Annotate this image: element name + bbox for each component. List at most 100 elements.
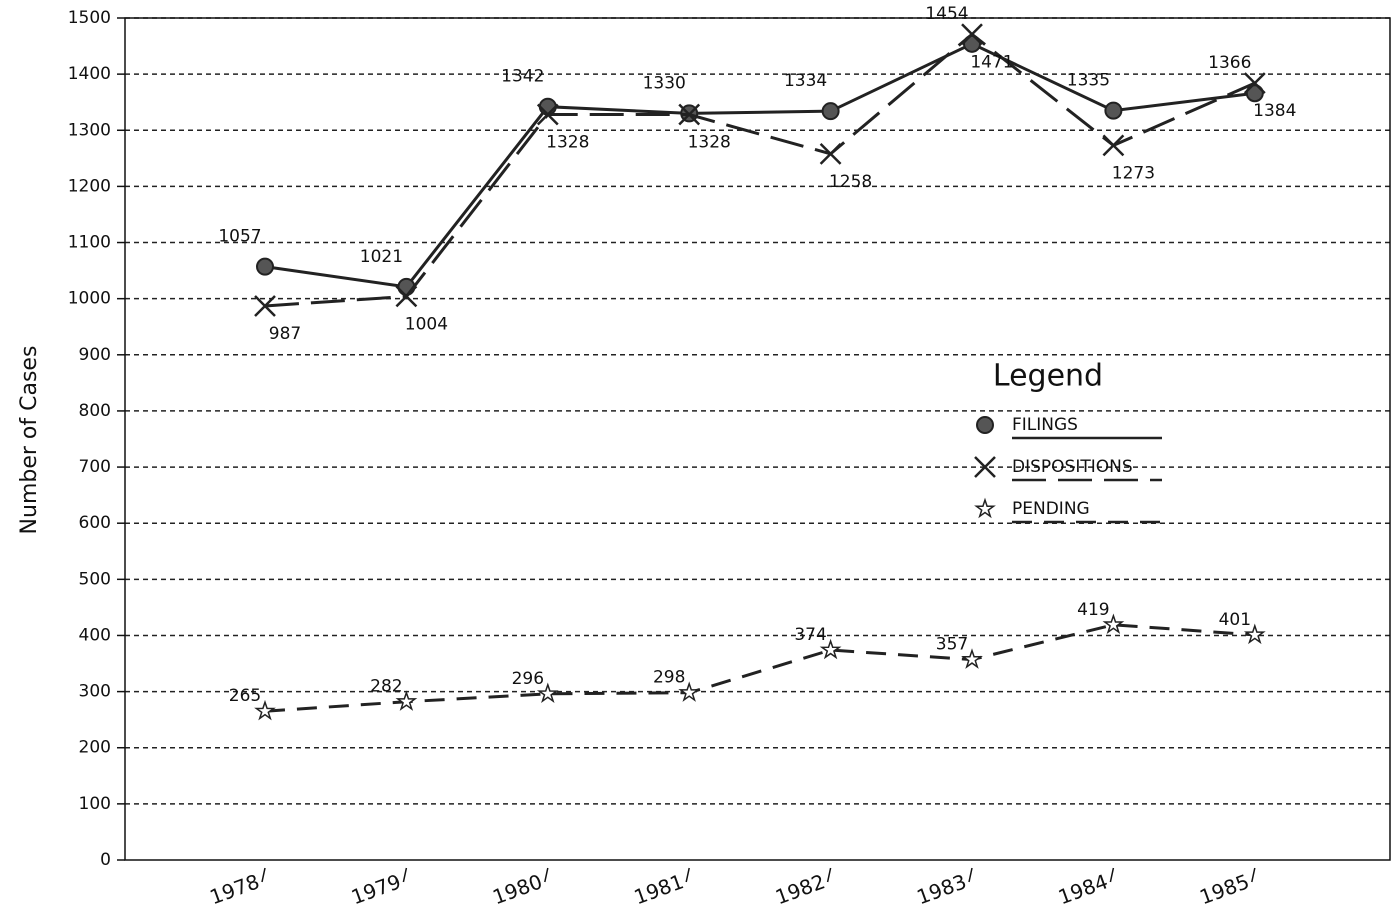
y-tick-label: 1300 xyxy=(68,120,111,140)
data-point xyxy=(678,103,701,126)
marker-dot xyxy=(256,257,274,276)
y-tick-label: 300 xyxy=(79,682,111,702)
x-tick xyxy=(544,867,549,883)
data-point xyxy=(961,23,983,46)
data-label: 265 xyxy=(229,686,261,706)
y-axis-label: Number of Cases xyxy=(17,346,42,535)
legend-label: DISPOSITIONS xyxy=(1012,457,1133,477)
data-label: 1021 xyxy=(360,247,403,267)
marker-star xyxy=(1243,623,1266,645)
data-label: 1004 xyxy=(405,314,448,334)
marker-x xyxy=(678,103,701,126)
marker-star xyxy=(678,681,701,702)
y-tick-label: 400 xyxy=(79,625,111,645)
y-tick-label: 900 xyxy=(79,345,111,365)
y-tick-label: 1000 xyxy=(68,289,111,309)
x-tick xyxy=(826,867,832,883)
data-label: 1471 xyxy=(970,52,1013,72)
y-tick-label: 700 xyxy=(79,457,111,477)
marker-x xyxy=(1102,134,1125,157)
series-line xyxy=(264,623,1255,713)
x-tick xyxy=(968,867,973,883)
x-tick xyxy=(685,867,690,883)
plot-frame xyxy=(124,17,1391,861)
legend-label: FILINGS xyxy=(1012,415,1078,435)
x-tick xyxy=(402,867,408,883)
y-tick-label: 1400 xyxy=(68,64,111,84)
data-label: 1328 xyxy=(546,133,589,153)
marker-x xyxy=(536,103,559,126)
data-label: 1258 xyxy=(829,172,872,192)
data-label: 298 xyxy=(653,668,685,688)
data-label: 1334 xyxy=(784,71,827,91)
data-label: 419 xyxy=(1077,600,1109,620)
data-label: 1366 xyxy=(1208,53,1251,73)
x-tick-label: 1980 xyxy=(489,869,545,909)
y-tick-label: 200 xyxy=(79,738,111,758)
data-label: 374 xyxy=(794,625,826,645)
data-point xyxy=(1243,72,1266,94)
data-point xyxy=(819,638,842,660)
data-point xyxy=(256,257,274,276)
legend-marker xyxy=(974,497,996,519)
y-tick-label: 1100 xyxy=(68,233,111,253)
marker-star xyxy=(254,699,276,721)
marker-star xyxy=(819,638,842,660)
x-tick xyxy=(1251,867,1256,883)
y-tick-label: 1200 xyxy=(68,176,111,196)
data-label: 296 xyxy=(512,669,544,689)
data-point xyxy=(819,142,842,165)
data-point xyxy=(1102,613,1125,635)
data-label: 1057 xyxy=(218,227,261,247)
data-point xyxy=(821,102,840,121)
y-tick-label: 0 xyxy=(100,850,111,870)
x-tick-label: 1983 xyxy=(914,869,970,909)
marker-x xyxy=(961,23,983,46)
series-line xyxy=(264,42,1255,289)
marker-x xyxy=(395,285,418,308)
legend-title: Legend xyxy=(993,359,1103,394)
data-point xyxy=(395,690,418,711)
y-tick-label: 100 xyxy=(79,794,111,814)
x-tick xyxy=(1109,867,1115,883)
marker-dot xyxy=(1104,101,1123,120)
marker-star xyxy=(395,690,418,711)
data-label: 401 xyxy=(1219,610,1251,630)
marker-dot xyxy=(821,102,840,121)
marker-x xyxy=(974,456,996,478)
data-point xyxy=(1104,101,1123,120)
data-point xyxy=(1102,134,1125,157)
data-point xyxy=(536,103,559,126)
data-point xyxy=(536,682,559,704)
marker-x xyxy=(254,295,276,317)
series-line xyxy=(264,32,1256,308)
data-label: 357 xyxy=(936,635,968,655)
data-point xyxy=(678,681,701,702)
marker-dot xyxy=(976,416,994,434)
y-tick-label: 1500 xyxy=(68,8,111,28)
marker-star xyxy=(974,497,996,519)
data-point xyxy=(254,699,276,721)
x-tick-label: 1979 xyxy=(348,869,404,909)
data-point xyxy=(254,295,276,317)
data-point xyxy=(1243,623,1266,645)
x-tick-label: 1985 xyxy=(1196,869,1252,909)
legend-marker xyxy=(976,416,994,434)
data-label: 1384 xyxy=(1253,101,1296,121)
x-tick-label: 1984 xyxy=(1055,869,1111,909)
x-tick xyxy=(261,867,266,883)
data-label: 1273 xyxy=(1112,163,1155,183)
data-label: 1454 xyxy=(925,4,968,24)
marker-x xyxy=(1243,72,1266,94)
legend-marker xyxy=(974,456,996,478)
marker-star xyxy=(961,648,983,669)
marker-x xyxy=(819,142,842,165)
data-point xyxy=(961,648,983,669)
y-tick-label: 500 xyxy=(79,569,111,589)
data-label: 1328 xyxy=(688,133,731,153)
marker-dot xyxy=(538,97,557,116)
x-tick-label: 1981 xyxy=(631,869,687,909)
data-label: 1330 xyxy=(643,73,686,93)
legend-label: PENDING xyxy=(1012,499,1090,519)
